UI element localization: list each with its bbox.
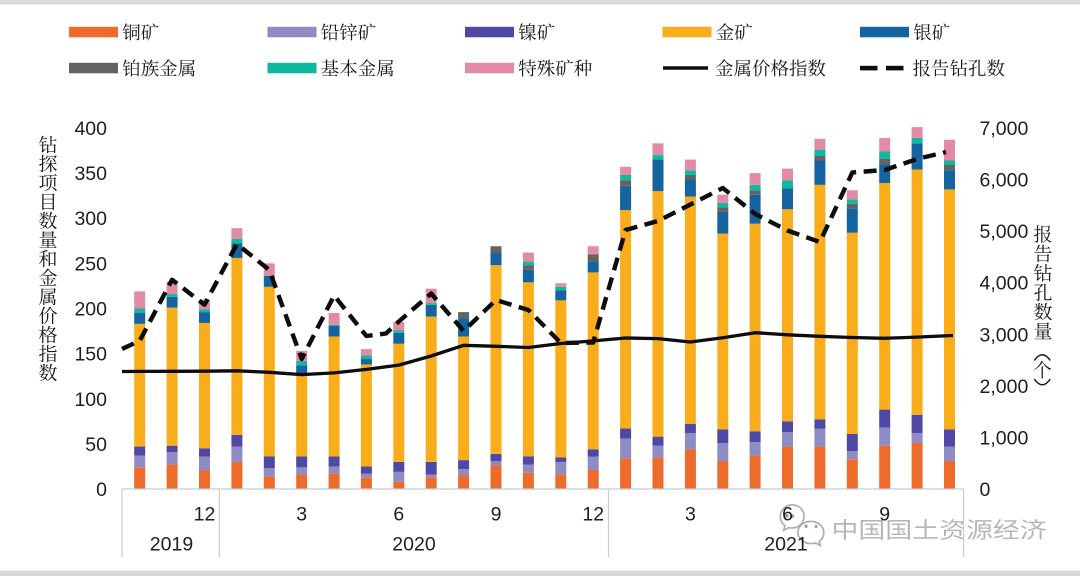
svg-text:100: 100 [74, 389, 107, 411]
svg-text:150: 150 [74, 344, 107, 366]
svg-text:1,000: 1,000 [980, 427, 1029, 449]
svg-text:50: 50 [85, 434, 107, 456]
svg-text:4,000: 4,000 [980, 273, 1029, 295]
svg-text:200: 200 [74, 299, 107, 321]
svg-text:9: 9 [491, 504, 502, 526]
svg-text:250: 250 [74, 253, 107, 275]
svg-text:0: 0 [96, 479, 107, 501]
svg-text:12: 12 [194, 504, 216, 526]
svg-text:3: 3 [296, 504, 307, 526]
svg-text:6: 6 [393, 504, 404, 526]
svg-text:9: 9 [879, 504, 890, 526]
svg-text:2,000: 2,000 [980, 376, 1029, 398]
svg-text:2019: 2019 [150, 534, 193, 556]
svg-text:350: 350 [74, 163, 107, 185]
svg-text:400: 400 [74, 118, 107, 140]
svg-text:2020: 2020 [392, 534, 436, 556]
svg-text:5,000: 5,000 [980, 221, 1029, 243]
svg-text:300: 300 [74, 208, 107, 230]
svg-text:6: 6 [782, 504, 793, 526]
svg-text:3,000: 3,000 [980, 324, 1029, 346]
svg-text:0: 0 [980, 479, 991, 501]
svg-text:12: 12 [582, 504, 604, 526]
svg-text:3: 3 [685, 504, 696, 526]
svg-text:6,000: 6,000 [980, 170, 1029, 192]
svg-text:2021: 2021 [764, 534, 807, 556]
svg-text:7,000: 7,000 [980, 118, 1029, 140]
